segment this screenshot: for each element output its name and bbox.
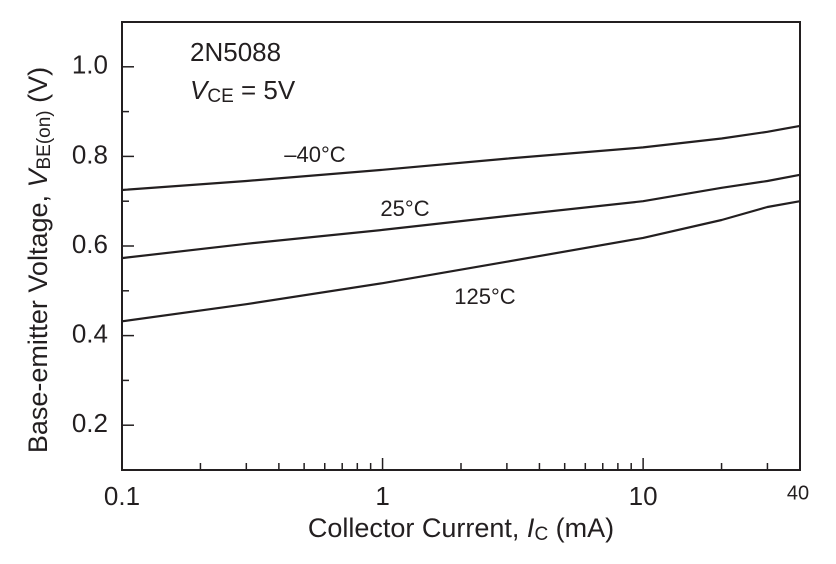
x-title-text: Collector Current, — [308, 513, 527, 543]
y-tick-label: 1.0 — [72, 50, 108, 80]
curve-label: 125°C — [454, 284, 516, 309]
y-title-subscript: BE(on) — [34, 110, 55, 169]
curve-label: 25°C — [380, 196, 429, 221]
curve-label: –40°C — [284, 142, 346, 167]
y-title-text: Base-emitter Voltage, — [23, 188, 53, 454]
curve — [121, 124, 801, 192]
x-tick-label: 1 — [375, 481, 389, 511]
curve — [121, 173, 801, 260]
y-title-unit: (V) — [23, 67, 53, 111]
x-axis-title: Collector Current, IC (mA) — [308, 513, 614, 545]
x-tick-label: 40 — [787, 482, 809, 504]
condition-subscript: CE — [207, 86, 233, 107]
y-tick-label: 0.6 — [72, 229, 108, 259]
x-title-subscript: C — [534, 524, 548, 545]
x-title-symbol: I — [527, 513, 535, 543]
condition-symbol: V — [190, 75, 210, 105]
condition-rest: = 5V — [234, 75, 296, 105]
x-tick-label: 0.1 — [104, 481, 140, 511]
y-axis-title: Base-emitter Voltage, VBE(on) (V) — [23, 67, 55, 453]
curve — [121, 200, 801, 323]
condition-label: VCE = 5V — [190, 75, 296, 107]
device-label: 2N5088 — [190, 37, 281, 67]
y-tick-label: 0.4 — [72, 318, 108, 348]
x-tick-label: 10 — [629, 481, 658, 511]
y-tick-label: 0.2 — [72, 408, 108, 438]
y-tick-label: 0.8 — [72, 139, 108, 169]
x-title-unit: (mA) — [548, 513, 614, 543]
y-title-symbol: V — [23, 167, 53, 188]
